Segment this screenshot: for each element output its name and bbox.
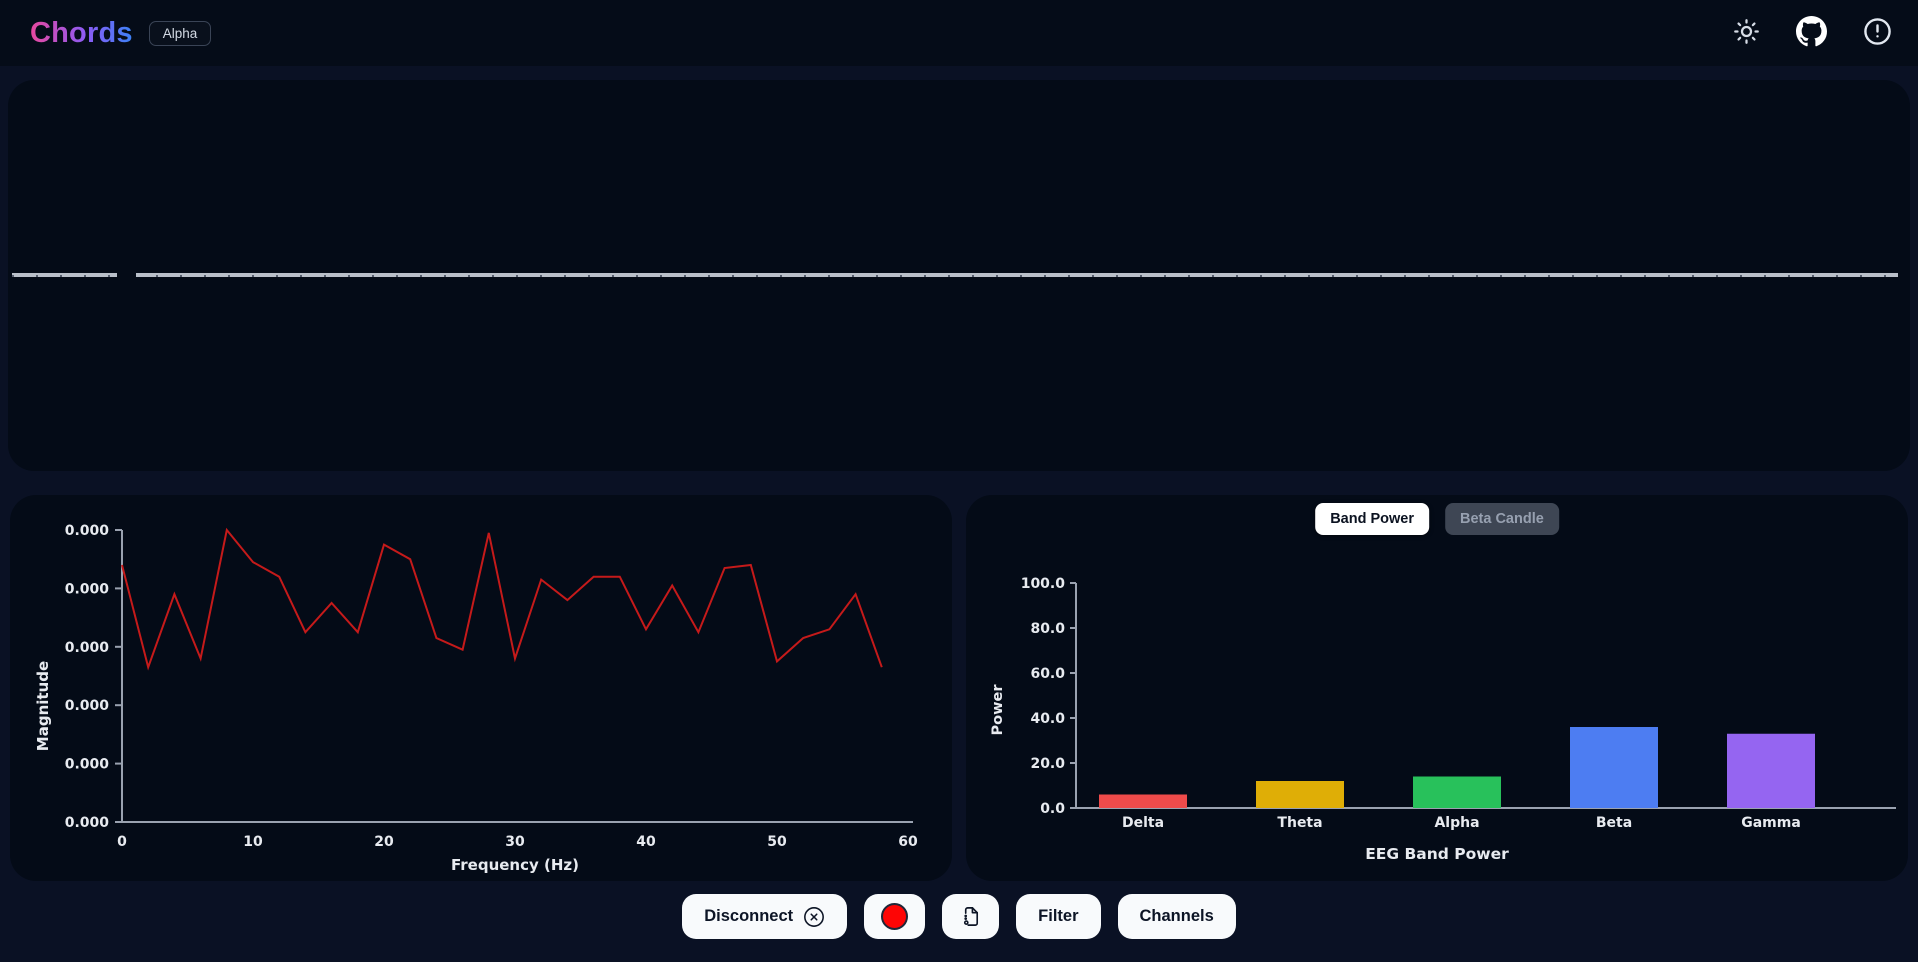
github-link[interactable] bbox=[1796, 16, 1827, 50]
app-logo: Chords bbox=[30, 16, 133, 49]
band-power-chart: 0.0 20.0 40.0 60.0 80.0 100.0 Delta Theta Alpha B… bbox=[990, 576, 1896, 863]
svg-text:80.0: 80.0 bbox=[1030, 621, 1065, 637]
tab-beta-candle[interactable]: Beta Candle bbox=[1444, 503, 1559, 535]
channels-label: Channels bbox=[1139, 907, 1214, 925]
svg-text:Delta: Delta bbox=[1122, 815, 1164, 831]
svg-text:0: 0 bbox=[117, 834, 127, 850]
svg-text:40: 40 bbox=[636, 834, 656, 850]
svg-text:EEG Band Power: EEG Band Power bbox=[1365, 845, 1509, 863]
svg-text:Frequency (Hz): Frequency (Hz) bbox=[451, 856, 579, 874]
info-button[interactable] bbox=[1863, 17, 1892, 49]
circle-alert-icon bbox=[1863, 17, 1892, 49]
svg-text:Magnitude: Magnitude bbox=[34, 661, 52, 751]
svg-text:Theta: Theta bbox=[1277, 815, 1322, 831]
raw-signal-panel bbox=[8, 80, 1910, 471]
control-bar: Disconnect Filter Channels bbox=[0, 894, 1918, 939]
svg-text:30: 30 bbox=[505, 834, 525, 850]
circle-x-icon bbox=[803, 906, 825, 928]
save-recording-button[interactable] bbox=[942, 894, 1000, 939]
svg-text:0.000: 0.000 bbox=[65, 640, 110, 656]
alpha-badge: Alpha bbox=[148, 20, 212, 46]
svg-text:50: 50 bbox=[767, 834, 787, 850]
svg-text:0.000: 0.000 bbox=[65, 698, 110, 714]
svg-text:0.0: 0.0 bbox=[1040, 801, 1065, 817]
record-red-circle-icon bbox=[881, 903, 909, 930]
band-view-toggle: Band Power Beta Candle bbox=[1315, 503, 1559, 535]
record-button[interactable] bbox=[864, 894, 926, 939]
svg-text:Gamma: Gamma bbox=[1741, 815, 1801, 831]
svg-text:10: 10 bbox=[243, 834, 263, 850]
svg-text:0.000: 0.000 bbox=[65, 757, 110, 773]
svg-text:0.000: 0.000 bbox=[65, 523, 110, 539]
svg-text:100.0: 100.0 bbox=[1021, 576, 1066, 592]
fft-chart: 0.000 0.000 0.000 0.000 0.000 0.000 0 10 20 30 40 5… bbox=[34, 523, 918, 874]
filter-label: Filter bbox=[1038, 907, 1079, 925]
github-icon bbox=[1796, 16, 1827, 50]
svg-text:0.000: 0.000 bbox=[65, 581, 110, 597]
disconnect-button[interactable]: Disconnect bbox=[682, 894, 848, 939]
navbar: Chords Alpha bbox=[0, 0, 1918, 66]
svg-text:Alpha: Alpha bbox=[1434, 815, 1479, 831]
raw-signal-trace bbox=[12, 272, 1898, 278]
svg-text:20: 20 bbox=[374, 834, 394, 850]
signal-tick-marks bbox=[12, 275, 1898, 277]
filter-button[interactable]: Filter bbox=[1016, 894, 1101, 939]
band-power-panel: Band Power Beta Candle 0.0 20.0 40.0 60.0 80… bbox=[966, 495, 1908, 881]
fft-panel: 0.000 0.000 0.000 0.000 0.000 0.000 0 10 20 30 40 5… bbox=[10, 495, 952, 881]
recording-file-icon bbox=[959, 905, 982, 928]
svg-text:Beta: Beta bbox=[1596, 815, 1632, 831]
channels-button[interactable]: Channels bbox=[1117, 894, 1236, 939]
svg-text:20.0: 20.0 bbox=[1030, 756, 1065, 772]
navbar-actions bbox=[1733, 0, 1892, 66]
svg-text:40.0: 40.0 bbox=[1030, 711, 1065, 727]
svg-text:60.0: 60.0 bbox=[1030, 666, 1065, 682]
svg-text:60: 60 bbox=[898, 834, 918, 850]
svg-text:Power: Power bbox=[990, 684, 1006, 736]
signal-sweep-gap bbox=[117, 272, 136, 278]
svg-text:0.000: 0.000 bbox=[65, 815, 110, 831]
disconnect-label: Disconnect bbox=[704, 907, 794, 925]
sun-icon bbox=[1733, 18, 1760, 48]
theme-toggle-button[interactable] bbox=[1733, 18, 1760, 48]
tab-band-power[interactable]: Band Power bbox=[1315, 503, 1429, 535]
